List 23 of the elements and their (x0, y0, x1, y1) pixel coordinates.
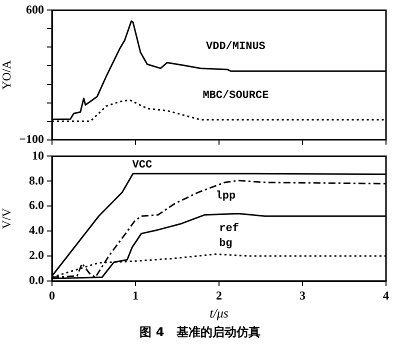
series-label: ref (219, 222, 240, 235)
y-tick-label: 10 (32, 148, 44, 162)
y-tick-label: 2.0 (29, 248, 44, 262)
x-tick-label: 1 (132, 288, 138, 302)
x-tick-label: 2 (216, 288, 222, 302)
series-label: MBC/SOURCE (202, 90, 270, 102)
y-tick-label: 0.0 (29, 273, 44, 288)
series-label: VCC (132, 160, 152, 172)
y-tick-label: 8.0 (29, 173, 44, 188)
series-label: bg (219, 238, 232, 250)
y-tick-label: 4.0 (29, 223, 44, 238)
caption: 图 4 基准的启动仿真 (138, 324, 262, 341)
series-label: VDD/MINUS (206, 41, 266, 54)
y-tick-label: 600 (26, 2, 44, 16)
series-label: lpp (216, 190, 236, 202)
x-tick-label: 0 (49, 288, 55, 302)
y-axis-title: V/V (0, 208, 14, 229)
y-axis-title: YO/A (0, 60, 14, 90)
y-tick-label: 6.0 (29, 198, 44, 212)
x-axis-title: t/μs (210, 306, 228, 321)
x-tick-label: 3 (300, 288, 306, 302)
y-tick-label: −100 (19, 132, 44, 146)
x-tick-label: 4 (383, 288, 389, 302)
